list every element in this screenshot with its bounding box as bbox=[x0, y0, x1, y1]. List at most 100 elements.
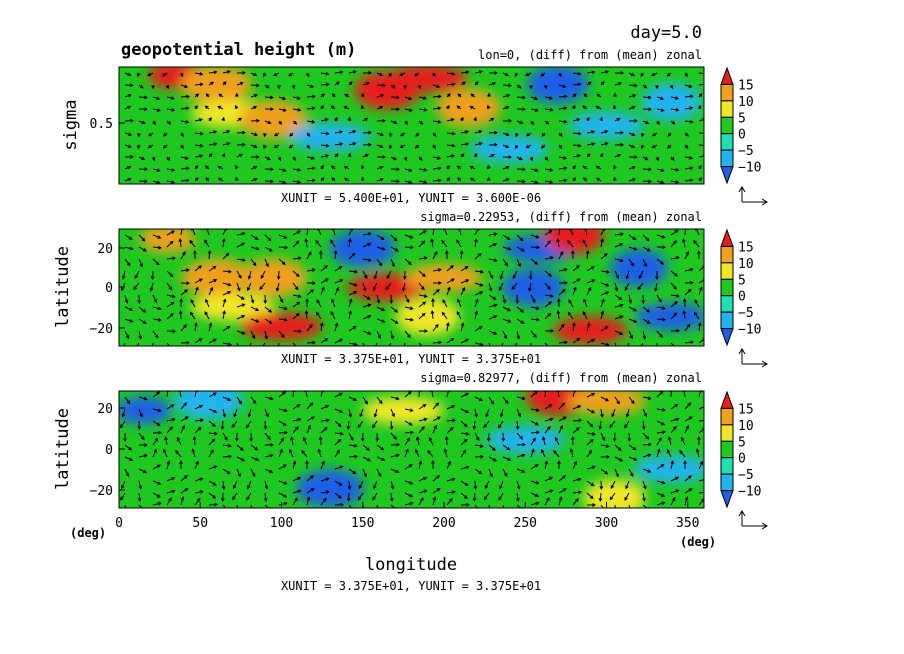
vector-arrowhead bbox=[459, 250, 464, 255]
vector-arrowhead bbox=[589, 423, 594, 428]
vector-arrow bbox=[446, 144, 455, 147]
vector-arrowhead bbox=[589, 495, 594, 500]
vector-arrowhead bbox=[619, 315, 624, 319]
vector-arrowhead bbox=[221, 485, 226, 490]
vector-arrowhead bbox=[457, 177, 461, 182]
vector-arrowhead bbox=[217, 105, 222, 110]
vector-arrow bbox=[138, 492, 141, 502]
vector-arrowhead bbox=[582, 165, 587, 170]
vector-arrowhead bbox=[637, 286, 642, 291]
vector-arrowhead bbox=[423, 476, 428, 481]
vector-arrowhead bbox=[629, 510, 632, 513]
vector-arrow bbox=[610, 480, 616, 489]
vector-arrow bbox=[264, 306, 272, 313]
vector-arrowhead bbox=[408, 391, 412, 395]
vector-arrowhead bbox=[690, 280, 695, 285]
vector-arrow bbox=[208, 449, 214, 458]
vector-arrowhead bbox=[508, 118, 513, 123]
vector-arrow bbox=[418, 168, 427, 171]
vector-arrow bbox=[208, 287, 213, 296]
vector-arrow bbox=[583, 299, 588, 308]
vector-arrowhead bbox=[352, 325, 357, 330]
vector-arrowhead bbox=[507, 319, 512, 323]
vector-arrow bbox=[236, 270, 242, 279]
vector-arrow bbox=[180, 289, 188, 296]
vector-arrowhead bbox=[402, 276, 407, 281]
vector-arrow bbox=[516, 306, 524, 313]
vector-arrow bbox=[306, 324, 313, 332]
vector-arrowhead bbox=[534, 96, 539, 101]
vector-arrowhead bbox=[125, 510, 128, 513]
vector-arrow bbox=[516, 504, 522, 508]
vector-arrow bbox=[278, 108, 286, 112]
vector-arrowhead bbox=[337, 423, 342, 428]
vector-arrow bbox=[502, 468, 508, 477]
vector-arrow bbox=[474, 311, 478, 320]
vector-arrow bbox=[572, 132, 581, 135]
vector-arrowhead bbox=[157, 318, 162, 322]
vector-arrowhead bbox=[199, 404, 204, 409]
vector-arrow bbox=[163, 449, 168, 458]
vector-arrowhead bbox=[391, 263, 395, 268]
vector-arrowhead bbox=[171, 476, 176, 481]
vector-arrowhead bbox=[419, 120, 424, 125]
vector-arrowhead bbox=[598, 498, 603, 503]
vector-arrowhead bbox=[475, 229, 480, 231]
vector-arrowhead bbox=[120, 287, 125, 292]
vector-arrowhead bbox=[450, 278, 455, 282]
vector-arrowhead bbox=[465, 70, 470, 75]
vector-arrowhead bbox=[339, 70, 344, 75]
vector-arrow bbox=[670, 256, 679, 260]
vector-arrowhead bbox=[142, 248, 147, 252]
vector-arrow bbox=[124, 444, 132, 451]
vector-arrowhead bbox=[604, 142, 609, 146]
vector-arrow bbox=[404, 431, 414, 434]
vector-arrow bbox=[586, 250, 589, 260]
vector-arrowhead bbox=[553, 449, 557, 454]
vector-arrowhead bbox=[190, 299, 194, 304]
vector-arrow bbox=[348, 229, 353, 236]
vector-arrow bbox=[586, 339, 595, 344]
vector-arrow bbox=[684, 402, 691, 410]
vector-arrow bbox=[457, 299, 462, 308]
vector-arrow bbox=[418, 477, 427, 482]
vector-arrowhead bbox=[254, 93, 259, 98]
vector-arrow bbox=[642, 408, 647, 417]
vector-arrow bbox=[278, 342, 280, 346]
vector-arrowhead bbox=[479, 291, 484, 295]
vector-arrow bbox=[444, 449, 448, 458]
vector-arrowhead bbox=[449, 427, 454, 431]
vector-arrowhead bbox=[204, 165, 209, 170]
vector-arrowhead bbox=[591, 338, 596, 343]
vector-arrow bbox=[600, 468, 608, 475]
vector-arrowhead bbox=[334, 117, 338, 121]
vector-arrow bbox=[348, 282, 357, 286]
vector-arrow bbox=[208, 465, 217, 470]
vector-arrow bbox=[498, 420, 504, 428]
vector-arrowhead bbox=[283, 501, 288, 506]
vector-arrowhead bbox=[156, 391, 161, 396]
vector-arrowhead bbox=[645, 120, 650, 125]
vector-arrow bbox=[362, 468, 367, 477]
vector-arrow bbox=[348, 130, 356, 134]
vector-arrowhead bbox=[503, 473, 508, 477]
vector-arrow bbox=[572, 265, 580, 272]
vector-arrow bbox=[572, 391, 576, 398]
vector-arrow bbox=[600, 432, 606, 441]
vector-arrowhead bbox=[352, 70, 357, 74]
vector-arrowhead bbox=[364, 117, 369, 122]
vector-arrowhead bbox=[144, 167, 149, 172]
vector-arrow bbox=[152, 391, 160, 398]
vector-arrowhead bbox=[460, 322, 465, 327]
vector-arrow bbox=[359, 408, 364, 417]
vector-arrow bbox=[138, 306, 146, 313]
vector-arrowhead bbox=[563, 94, 568, 99]
vector-arrowhead bbox=[168, 286, 173, 291]
vector-arrow bbox=[544, 180, 553, 183]
vector-arrowhead bbox=[567, 311, 572, 316]
vector-arrowhead bbox=[569, 448, 574, 453]
vector-arrow bbox=[628, 396, 635, 404]
vector-arrow bbox=[511, 282, 518, 290]
vector-arrow bbox=[208, 492, 216, 499]
